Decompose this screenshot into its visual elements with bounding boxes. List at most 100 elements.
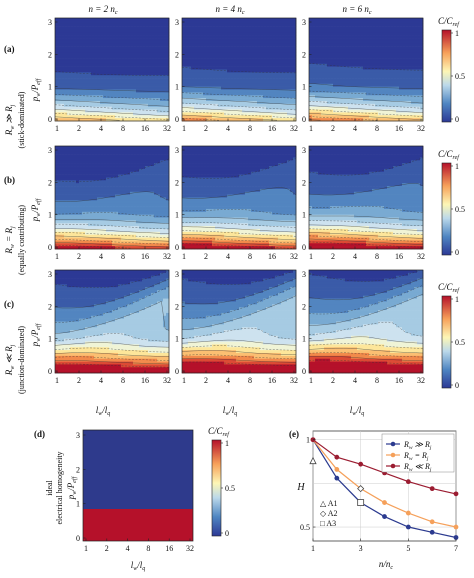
contour-line: [181, 187, 297, 199]
x-tick-label: 8: [248, 252, 252, 261]
x-tick-label: 8: [146, 544, 150, 553]
map-frame: [181, 17, 297, 122]
colorbar-scale: [441, 29, 452, 123]
contour-line: [308, 343, 424, 349]
contour-line: [54, 363, 170, 368]
x-tick-label: 32: [417, 376, 425, 385]
x-tick-label: 2: [204, 376, 208, 385]
contour-line: [181, 350, 297, 356]
x-tick-label: 8: [248, 124, 252, 133]
legend-dot: [390, 452, 396, 458]
x-tick-label: 1: [55, 124, 59, 133]
contour-line: [308, 157, 424, 176]
marker-legend-A2: ◇ A2: [320, 509, 338, 518]
colorbar-b: 1 0.5 0 C/Cref: [438, 149, 465, 257]
series-2-point: [453, 524, 459, 530]
series-1-point: [382, 514, 387, 519]
y-tick-label: 3: [48, 18, 52, 27]
contour-line: [308, 105, 424, 113]
contour-line: [181, 118, 221, 121]
y-tick-label: 3: [302, 270, 306, 279]
legend-label-3: Rw ≪ Rj: [403, 462, 432, 473]
y-tick-label: 0.5: [300, 523, 310, 532]
contour-line: [181, 226, 297, 233]
map-frame: [54, 17, 170, 122]
x-tick-label: 32: [290, 376, 298, 385]
contour-line: [308, 356, 424, 362]
y-tick-label: 0: [302, 243, 306, 252]
contour-line: [308, 277, 424, 301]
x-tick-label: 16: [395, 376, 403, 385]
y-tick-label: 2: [48, 178, 52, 187]
x-tick-label: 5: [406, 544, 410, 553]
map-frame: [181, 145, 297, 250]
y-tick-label: 2: [175, 50, 179, 59]
y-tick-label: 3: [175, 270, 179, 279]
contour-line: [54, 112, 170, 120]
contour-line: [181, 107, 297, 115]
contour-line: [308, 116, 378, 121]
x-tick-label: 1: [182, 124, 186, 133]
xlabel-1: lw/lq: [96, 405, 111, 417]
colorbar-title: C/Cref: [208, 426, 230, 438]
contour-line: [55, 219, 170, 224]
y-tick-label: 2: [302, 50, 306, 59]
x-tick-label: 32: [163, 376, 171, 385]
colorbar-tick-label: 1: [225, 439, 229, 448]
panel-d-xlabel: lw/lq: [131, 560, 146, 572]
row-regime-b: Rw = Rj: [4, 226, 16, 255]
series-1-point: [405, 524, 411, 530]
contour-line: [54, 88, 170, 93]
contour-line: [308, 228, 424, 236]
contour-line: [54, 223, 170, 230]
contour-line: [181, 237, 297, 244]
x-tick-label: 32: [163, 124, 171, 133]
y-tick-label: 2: [48, 302, 52, 311]
contour-line: [308, 96, 424, 104]
x-tick-label: 16: [268, 124, 276, 133]
colorbar-tick-label: 0: [225, 529, 229, 538]
series-2-point: [334, 467, 340, 472]
colorbar-tick-label: 0.5: [455, 338, 465, 347]
contour-line: [181, 114, 278, 121]
contour-line: [181, 354, 297, 360]
y-tick-label: 2: [302, 302, 306, 311]
contour-line: [308, 109, 424, 117]
contour-line: [181, 358, 297, 363]
x-tick-label: 1: [55, 252, 59, 261]
marker-A1: [309, 456, 317, 465]
x-tick-label: 4: [226, 124, 230, 133]
contour-line: [308, 90, 424, 97]
panel-label-a: (a): [4, 44, 15, 54]
x-tick-label: 1: [182, 376, 186, 385]
row-desc-c: (junction-dominated): [17, 326, 26, 394]
panel-d-desc-1: ideal: [45, 479, 54, 495]
colorbar-scale: [441, 162, 452, 256]
column-header-2: n = 4 nc: [216, 4, 245, 16]
y-tick-label: 1: [302, 335, 306, 344]
row-regime-a: Rw ≫ Rj: [4, 104, 16, 136]
contour-line: [308, 284, 424, 315]
x-tick-label: 16: [395, 124, 403, 133]
colorbar-tick-label: 0: [455, 381, 459, 390]
y-tick-label: 3: [76, 431, 80, 440]
x-tick-label: 8: [121, 124, 125, 133]
contour-line: [181, 66, 296, 74]
map-frame: [181, 269, 297, 374]
homogeneity-lower-region: [83, 509, 193, 541]
series-3-point: [334, 454, 340, 460]
x-tick-label: 32: [417, 252, 425, 261]
contour-line: [54, 191, 170, 202]
x-tick-label: 2: [105, 544, 109, 553]
x-tick-label: 16: [268, 376, 276, 385]
x-tick-label: 4: [353, 252, 357, 261]
contour-line: [54, 235, 170, 242]
x-tick-label: 16: [268, 252, 276, 261]
grid-xlabels: lw/lq lw/lq lw/lq: [96, 405, 365, 417]
legend-dot: [390, 441, 396, 447]
marker-A3: [357, 499, 365, 506]
y-tick-label: 0: [48, 115, 52, 124]
